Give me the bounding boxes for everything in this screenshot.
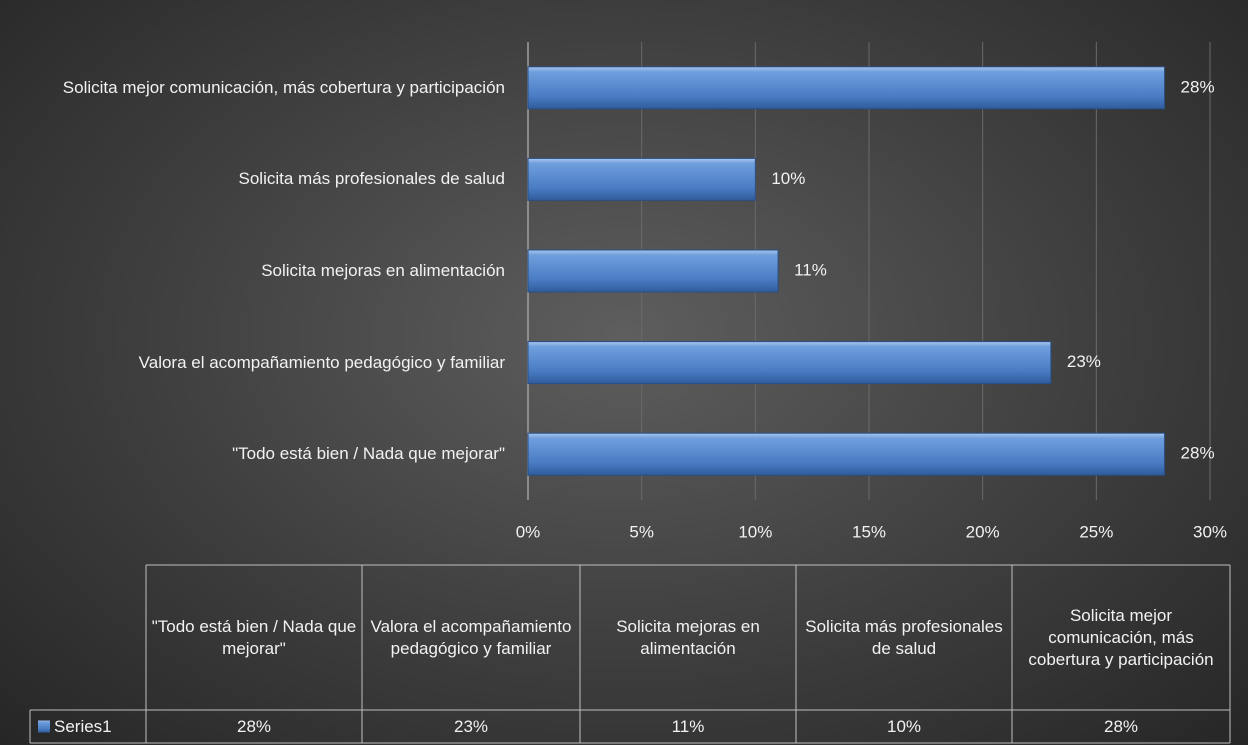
series-name: Series1 xyxy=(54,716,112,736)
category-label: Solicita más profesionales de salud xyxy=(238,169,505,189)
category-label: Solicita mejor comunicación, más cobertu… xyxy=(62,77,505,97)
table-value-cell: 28% xyxy=(236,716,272,736)
data-label: 23% xyxy=(1067,352,1101,371)
x-tick-label: 15% xyxy=(852,522,886,541)
x-tick-label: 20% xyxy=(966,522,1000,541)
table-header-cell: "Todo está bien / Nada que mejorar" xyxy=(151,616,357,658)
category-label: Valora el acompañamiento pedagógico y fa… xyxy=(138,352,505,372)
bar xyxy=(527,341,1052,385)
x-tick-label: 30% xyxy=(1193,522,1227,541)
category-label: "Todo está bien / Nada que mejorar" xyxy=(232,444,505,464)
x-tick-label: 10% xyxy=(738,522,772,541)
table-header-cell: Solicita más profesionales de salud xyxy=(805,616,1003,658)
category-label: Solicita mejoras en alimentación xyxy=(261,261,505,280)
table-header-cell: Solicita mejoras en alimentación xyxy=(616,616,760,658)
x-tick-label: 0% xyxy=(516,522,541,541)
table-header-cell: Valora el acompañamiento pedagógico y fa… xyxy=(370,616,572,658)
table-value-cell: 23% xyxy=(453,716,489,736)
bar xyxy=(527,249,779,293)
data-label: 28% xyxy=(1181,77,1215,96)
data-label: 28% xyxy=(1181,444,1215,463)
x-tick-label: 5% xyxy=(629,522,654,541)
data-label: 10% xyxy=(771,169,805,188)
table-value-cell: 28% xyxy=(1103,716,1139,736)
bar xyxy=(527,432,1166,476)
bar xyxy=(527,157,756,201)
data-label: 11% xyxy=(794,260,827,279)
legend-key xyxy=(38,720,50,733)
bar xyxy=(527,66,1166,110)
table-header-cell: Solicita mejor comunicación, más cobertu… xyxy=(1028,605,1214,669)
table-value-cell: 10% xyxy=(886,716,922,736)
table-value-cell: 11% xyxy=(671,716,705,736)
x-tick-label: 25% xyxy=(1079,522,1113,541)
